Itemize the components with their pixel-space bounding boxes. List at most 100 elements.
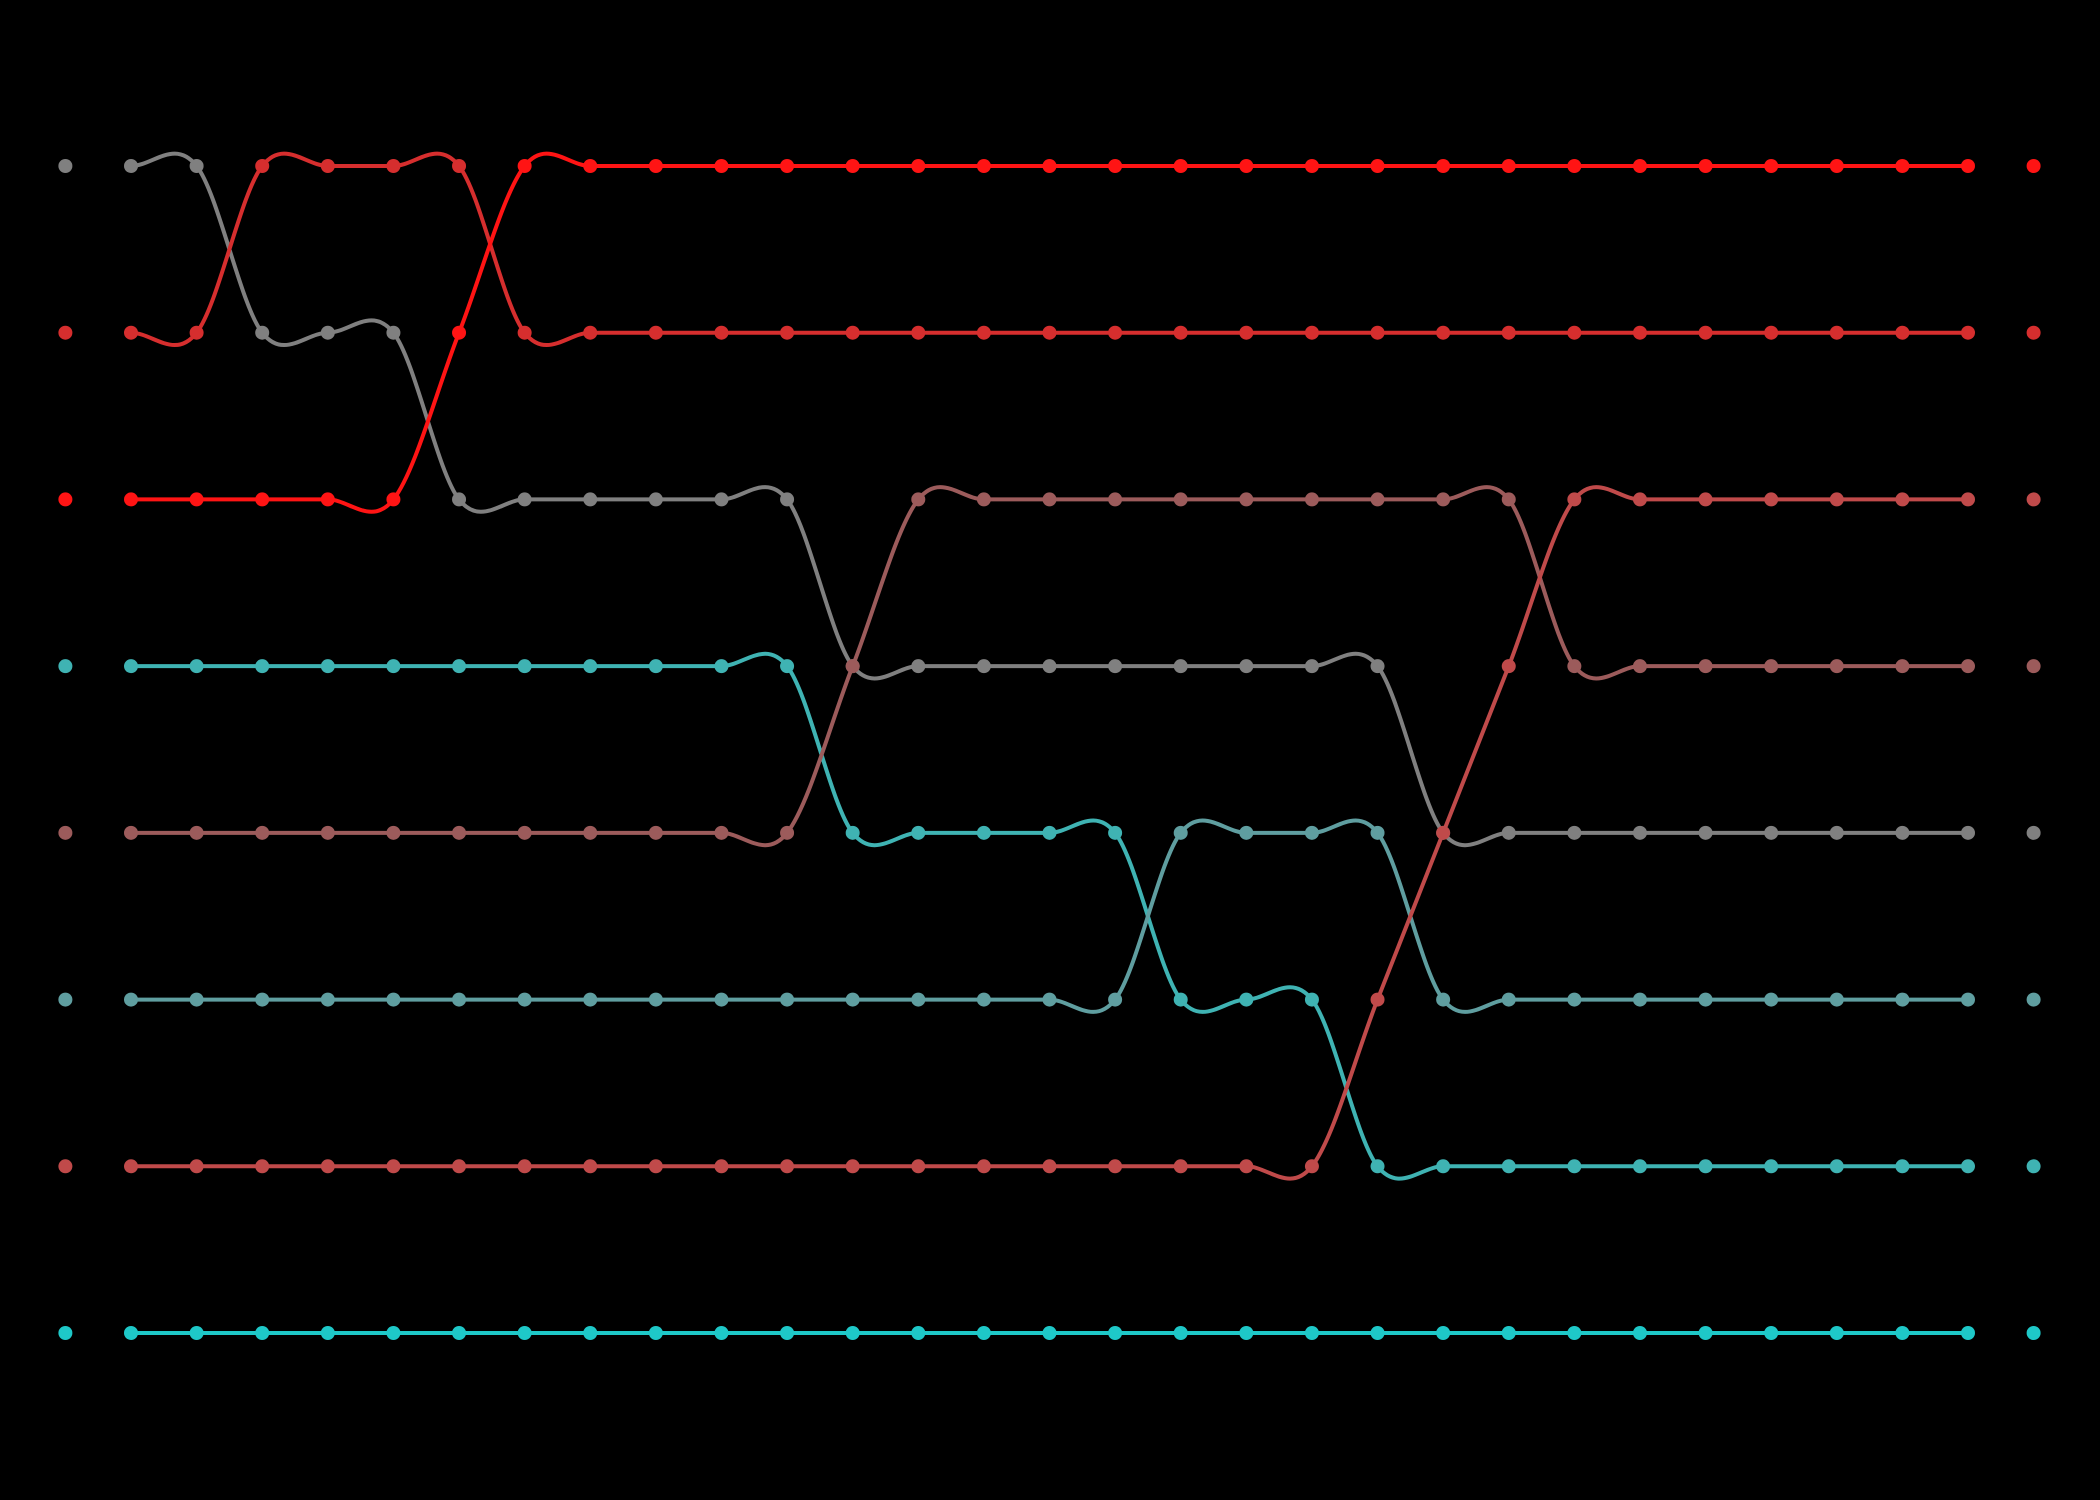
series-5-point-14 xyxy=(976,492,991,507)
series-5-point-16 xyxy=(1108,492,1123,507)
series-6-end-marker xyxy=(2026,992,2041,1007)
series-8-point-3 xyxy=(255,1326,270,1340)
series-6-point-21 xyxy=(1436,992,1451,1007)
series-4-point-20 xyxy=(1370,1159,1385,1174)
series-3-start-marker xyxy=(58,492,73,507)
series-2-point-8 xyxy=(583,325,598,340)
series-4-point-25 xyxy=(1698,1159,1713,1174)
series-3-point-3 xyxy=(255,492,270,507)
series-3-point-29 xyxy=(1961,159,1975,173)
series-6-point-28 xyxy=(1895,992,1910,1007)
series-1-point-1 xyxy=(124,159,138,173)
series-3-point-24 xyxy=(1632,159,1647,173)
series-4-point-23 xyxy=(1567,1159,1582,1174)
series-4-start-marker xyxy=(58,659,73,674)
series-7-point-29 xyxy=(1961,492,1975,507)
series-8-point-28 xyxy=(1895,1326,1910,1340)
series-8-point-2 xyxy=(189,1326,204,1340)
series-3-point-14 xyxy=(976,159,991,173)
series-4-point-2 xyxy=(189,659,204,674)
series-5-point-4 xyxy=(320,825,335,840)
series-5-point-18 xyxy=(1239,492,1254,507)
series-2-point-4 xyxy=(320,159,335,173)
series-6-point-29 xyxy=(1961,992,1975,1007)
series-8-point-7 xyxy=(517,1326,532,1340)
series-6-point-16 xyxy=(1108,992,1123,1007)
series-7-point-24 xyxy=(1632,492,1647,507)
series-3-point-28 xyxy=(1895,159,1910,173)
series-7-point-2 xyxy=(189,1159,204,1174)
series-8-start-marker xyxy=(58,1326,73,1340)
edge-markers xyxy=(58,159,2041,1340)
series-3-point-17 xyxy=(1173,159,1188,173)
series-8-point-19 xyxy=(1304,1326,1319,1340)
series-7-point-20 xyxy=(1370,992,1385,1007)
series-7-point-8 xyxy=(583,1159,598,1174)
series-6-point-12 xyxy=(845,992,860,1007)
series-8-point-18 xyxy=(1239,1326,1254,1340)
series-4-point-29 xyxy=(1961,1159,1975,1174)
series-1-point-9 xyxy=(648,492,663,507)
series-4-point-5 xyxy=(386,659,401,674)
series-4-point-21 xyxy=(1436,1159,1451,1174)
series-6-point-19 xyxy=(1304,825,1319,840)
series-1-start-marker xyxy=(58,159,73,173)
series-6-point-27 xyxy=(1829,992,1844,1007)
series-1-point-3 xyxy=(255,325,270,340)
series-5-point-17 xyxy=(1173,492,1188,507)
series-1-point-24 xyxy=(1632,825,1647,840)
series-7-point-16 xyxy=(1108,1159,1123,1174)
series-1-point-5 xyxy=(386,325,401,340)
series-1-point-10 xyxy=(714,492,729,507)
series-7-end-marker xyxy=(2026,492,2041,507)
series-5-end-marker xyxy=(2026,659,2041,674)
series-5-point-5 xyxy=(386,825,401,840)
series-8-point-4 xyxy=(320,1326,335,1340)
series-7-point-5 xyxy=(386,1159,401,1174)
series-3-point-13 xyxy=(911,159,926,173)
series-2-point-1 xyxy=(124,325,138,340)
series-1-point-22 xyxy=(1501,825,1516,840)
series-2-point-9 xyxy=(648,325,663,340)
series-2-point-14 xyxy=(976,325,991,340)
series-7-point-17 xyxy=(1173,1159,1188,1174)
series-3-point-21 xyxy=(1436,159,1451,173)
series-6-point-18 xyxy=(1239,825,1254,840)
series-1-end-marker xyxy=(2026,825,2041,840)
series-5-point-11 xyxy=(780,825,795,840)
series-8-point-13 xyxy=(911,1326,926,1340)
series-6-point-20 xyxy=(1370,825,1385,840)
series-2-point-27 xyxy=(1829,325,1844,340)
series-5-point-26 xyxy=(1764,659,1779,674)
series-3-point-7 xyxy=(517,159,532,173)
series-8-point-15 xyxy=(1042,1326,1057,1340)
series-4-point-28 xyxy=(1895,1159,1910,1174)
series-5-point-12 xyxy=(845,659,860,674)
series-5-point-9 xyxy=(648,825,663,840)
series-5-point-22 xyxy=(1501,492,1516,507)
series-5-point-24 xyxy=(1632,659,1647,674)
series-3-point-12 xyxy=(845,159,860,173)
series-7-point-11 xyxy=(780,1159,795,1174)
series-3-point-15 xyxy=(1042,159,1057,173)
series-6-point-17 xyxy=(1173,825,1188,840)
series-1-point-7 xyxy=(517,492,532,507)
series-8-point-14 xyxy=(976,1326,991,1340)
series-3-point-27 xyxy=(1829,159,1844,173)
series-1-point-15 xyxy=(1042,659,1057,674)
series-6-point-14 xyxy=(976,992,991,1007)
series-3-point-16 xyxy=(1108,159,1123,173)
series-7-point-25 xyxy=(1698,492,1713,507)
series-4-point-7 xyxy=(517,659,532,674)
series-3-point-26 xyxy=(1764,159,1779,173)
series-3-point-5 xyxy=(386,492,401,507)
series-6-point-7 xyxy=(517,992,532,1007)
series-6-point-6 xyxy=(452,992,467,1007)
series-7-point-13 xyxy=(911,1159,926,1174)
series-6-point-13 xyxy=(911,992,926,1007)
series-7-point-12 xyxy=(845,1159,860,1174)
series-3-point-25 xyxy=(1698,159,1713,173)
series-6-point-9 xyxy=(648,992,663,1007)
